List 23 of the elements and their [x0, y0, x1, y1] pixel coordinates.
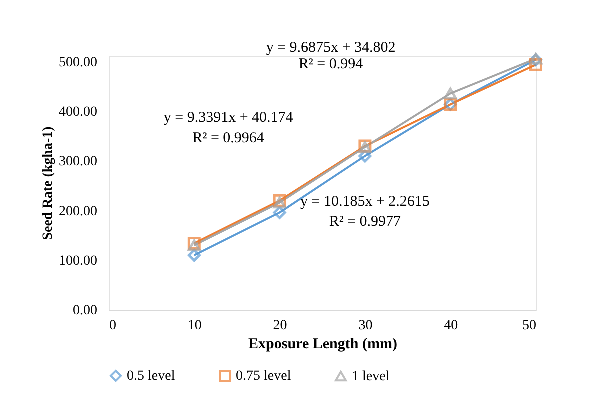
annotation: R² = 0.9977 [329, 214, 402, 230]
y-axis-title: Seed Rate (kgha-1) [41, 126, 56, 240]
y-tick-label: 0.00 [73, 304, 98, 318]
annotation: R² = 0.9964 [192, 130, 265, 146]
legend-label: 0.75 level [236, 369, 292, 384]
x-tick-label: 10 [188, 318, 202, 334]
legend-label: 1 level [352, 369, 390, 384]
y-tick-label: 500.00 [59, 55, 98, 70]
x-axis-title: Exposure Length (mm) [248, 336, 398, 352]
y-tick-label: 300.00 [59, 154, 98, 170]
annotation: y = 10.185x + 2.2615 [300, 194, 430, 210]
annotation: y = 9.3391x + 40.174 [164, 110, 294, 126]
x-tick-label: 40 [444, 318, 458, 334]
y-tick-label: 200.00 [59, 204, 98, 220]
x-tick-label: 20 [273, 318, 288, 334]
y-tick-label: 100.00 [59, 254, 98, 269]
x-tick-label: 30 [358, 318, 373, 334]
legend-label: 0.5 level [127, 369, 176, 384]
x-tick-label: 50 [522, 318, 536, 334]
annotation: R² = 0.994 [298, 56, 364, 73]
y-tick-label: 400.00 [59, 105, 98, 120]
text: y = 9.6875x + 34.802 [266, 40, 396, 56]
x-tick-label: 0 [110, 318, 116, 334]
